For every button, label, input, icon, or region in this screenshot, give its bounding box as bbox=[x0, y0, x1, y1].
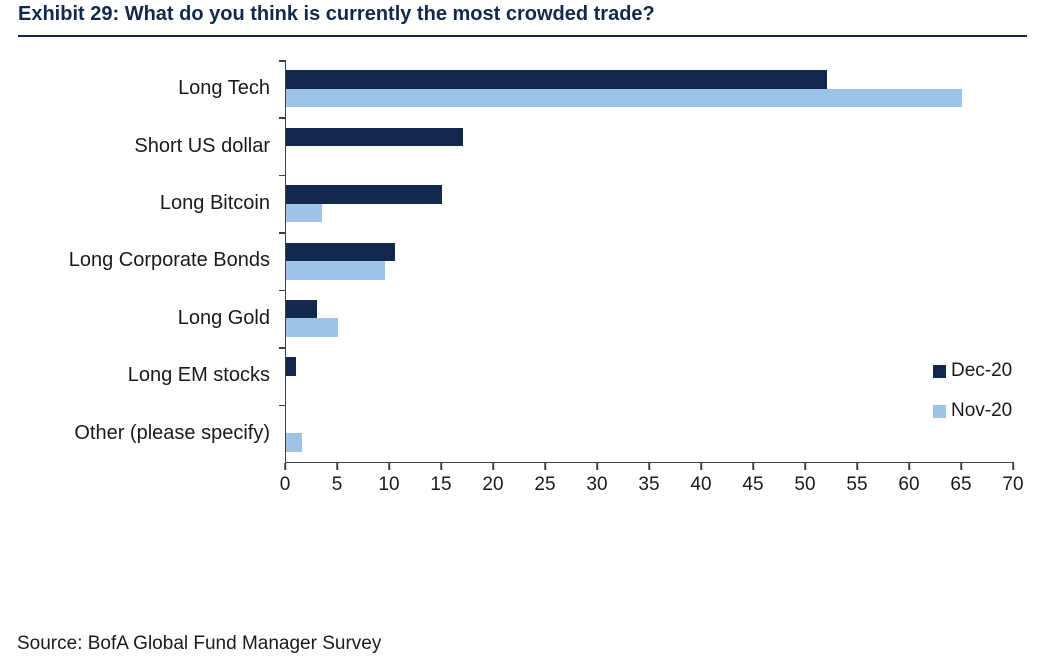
x-axis-tick-label: 25 bbox=[534, 474, 556, 495]
category-axis-labels: Long Tech Short US dollar Long Bitcoin Long… bbox=[0, 60, 277, 462]
plot-area bbox=[279, 60, 1014, 463]
x-axis-tick bbox=[544, 463, 546, 470]
category-label: Long Gold bbox=[177, 306, 270, 329]
bar-nov-20-long-bitcoin bbox=[286, 203, 323, 223]
bar-dec-20-short-us-dollar bbox=[286, 127, 463, 147]
y-axis-tick bbox=[279, 232, 285, 234]
source-note: Source: BofA Global Fund Manager Survey bbox=[17, 633, 382, 654]
x-axis-tick bbox=[336, 463, 338, 470]
title-rule bbox=[18, 35, 1027, 37]
category-label: Short US dollar bbox=[134, 134, 270, 157]
x-axis-tick bbox=[388, 463, 390, 470]
x-axis-tick-label: 5 bbox=[331, 474, 343, 495]
bar-nov-20-long-corporate-bonds bbox=[286, 261, 385, 280]
y-axis-tick bbox=[279, 404, 285, 407]
x-axis-tick bbox=[700, 463, 702, 470]
x-axis-tick-label: 40 bbox=[690, 474, 712, 495]
x-axis-tick-label: 0 bbox=[279, 474, 291, 495]
x-axis-tick bbox=[752, 463, 754, 470]
x-axis-tick bbox=[596, 463, 598, 470]
bar-nov-20-long-gold bbox=[286, 318, 338, 337]
legend-label: Dec-20 bbox=[951, 360, 1013, 381]
x-axis: 0 5 10 15 20 25 30 35 40 45 50 55 60 65 70 bbox=[280, 463, 1024, 501]
y-axis-tick bbox=[279, 174, 285, 177]
category-label: Long EM stocks bbox=[127, 364, 270, 387]
x-axis-tick-label: 50 bbox=[794, 474, 816, 495]
x-axis-tick bbox=[284, 463, 286, 470]
category-label: Other (please specify) bbox=[74, 421, 270, 444]
x-axis-tick-label: 35 bbox=[638, 474, 660, 495]
x-axis-tick-label: 15 bbox=[430, 474, 452, 495]
x-axis-tick-label: 10 bbox=[378, 474, 400, 495]
x-axis-tick bbox=[908, 463, 910, 470]
legend-item-nov-20: Nov-20 bbox=[933, 400, 1012, 422]
bar-dec-20-long-gold bbox=[286, 299, 318, 319]
legend-label: Nov-20 bbox=[951, 400, 1013, 421]
chart-title: Exhibit 29: What do you think is current… bbox=[18, 3, 655, 25]
legend-item-dec-20: Dec-20 bbox=[933, 360, 1012, 382]
category-label: Long Corporate Bonds bbox=[68, 249, 270, 272]
x-axis-tick-label: 60 bbox=[898, 474, 920, 495]
x-axis-tick-label: 45 bbox=[742, 474, 764, 495]
category-label: Long Tech bbox=[178, 77, 270, 100]
x-axis-tick bbox=[1012, 463, 1014, 470]
x-axis-tick-label: 20 bbox=[482, 474, 504, 495]
category-label: Long Bitcoin bbox=[159, 192, 270, 215]
x-axis-tick bbox=[648, 463, 650, 470]
y-axis-tick bbox=[279, 289, 285, 292]
x-axis-tick bbox=[440, 463, 442, 470]
x-axis-tick-label: 55 bbox=[846, 474, 868, 495]
x-axis-tick bbox=[804, 463, 806, 470]
x-axis-tick-label: 70 bbox=[1002, 474, 1024, 495]
bar-nov-20-other-please-specify- bbox=[286, 433, 302, 452]
bar-dec-20-long-bitcoin bbox=[286, 185, 442, 204]
bar-dec-20-long-em-stocks bbox=[286, 357, 297, 376]
y-axis-tick bbox=[279, 60, 285, 62]
bar-dec-20-long-tech bbox=[286, 70, 827, 89]
legend-swatch-nov-20 bbox=[933, 404, 946, 418]
x-axis-tick bbox=[492, 463, 494, 470]
bar-nov-20-long-tech bbox=[286, 88, 962, 108]
y-axis-tick bbox=[279, 347, 285, 349]
x-axis-tick-label: 65 bbox=[950, 474, 972, 495]
y-axis-tick bbox=[279, 117, 285, 119]
x-axis-tick bbox=[856, 463, 858, 470]
x-axis-tick-label: 30 bbox=[586, 474, 608, 495]
x-axis-tick bbox=[960, 463, 962, 470]
bar-dec-20-long-corporate-bonds bbox=[286, 242, 396, 261]
legend: Dec-20 Nov-20 bbox=[933, 360, 1012, 440]
legend-swatch-dec-20 bbox=[933, 364, 946, 378]
